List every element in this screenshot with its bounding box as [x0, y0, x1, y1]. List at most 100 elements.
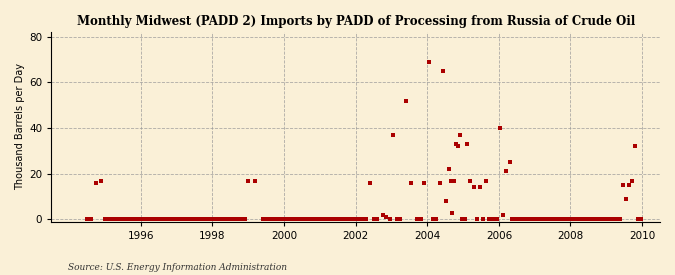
Point — [85, 217, 96, 222]
Point — [540, 217, 551, 222]
Point — [279, 217, 290, 222]
Point — [529, 217, 539, 222]
Point — [392, 217, 402, 222]
Point — [196, 217, 207, 222]
Point — [626, 178, 637, 183]
Point — [600, 217, 611, 222]
Point — [178, 217, 189, 222]
Point — [340, 217, 350, 222]
Point — [552, 217, 563, 222]
Point — [573, 217, 584, 222]
Point — [384, 217, 395, 222]
Point — [445, 178, 456, 183]
Point — [406, 181, 416, 185]
Point — [150, 217, 161, 222]
Point — [207, 217, 218, 222]
Point — [347, 217, 358, 222]
Point — [100, 217, 111, 222]
Point — [336, 217, 347, 222]
Point — [450, 142, 461, 146]
Point — [576, 217, 587, 222]
Point — [111, 217, 122, 222]
Point — [250, 178, 261, 183]
Point — [146, 217, 157, 222]
Point — [504, 160, 515, 164]
Point — [268, 217, 279, 222]
Point — [261, 217, 271, 222]
Point — [142, 217, 153, 222]
Point — [489, 217, 500, 222]
Point — [400, 98, 411, 103]
Point — [460, 217, 470, 222]
Point — [307, 217, 318, 222]
Point — [561, 217, 572, 222]
Point — [157, 217, 167, 222]
Point — [368, 217, 379, 222]
Point — [286, 217, 296, 222]
Text: Source: U.S. Energy Information Administration: Source: U.S. Energy Information Administ… — [68, 263, 286, 271]
Point — [443, 167, 454, 171]
Point — [447, 210, 458, 215]
Point — [318, 217, 329, 222]
Point — [546, 217, 557, 222]
Point — [605, 217, 616, 222]
Point — [329, 217, 340, 222]
Point — [491, 217, 502, 222]
Point — [171, 217, 182, 222]
Point — [449, 178, 460, 183]
Point — [495, 126, 506, 130]
Point — [229, 217, 240, 222]
Point — [477, 217, 488, 222]
Point — [139, 217, 150, 222]
Point — [175, 217, 186, 222]
Point — [221, 217, 232, 222]
Point — [537, 217, 548, 222]
Point — [232, 217, 243, 222]
Point — [582, 217, 593, 222]
Point — [128, 217, 139, 222]
Point — [480, 178, 491, 183]
Point — [388, 133, 399, 137]
Point — [455, 133, 466, 137]
Point — [624, 183, 634, 187]
Point — [358, 217, 369, 222]
Point — [618, 183, 628, 187]
Point — [438, 69, 449, 73]
Point — [225, 217, 236, 222]
Point — [132, 217, 142, 222]
Point — [497, 213, 508, 217]
Point — [354, 217, 364, 222]
Point — [121, 217, 132, 222]
Point — [200, 217, 211, 222]
Point — [431, 217, 441, 222]
Point — [424, 59, 435, 64]
Point — [372, 217, 383, 222]
Point — [636, 217, 647, 222]
Point — [164, 217, 175, 222]
Point — [315, 217, 325, 222]
Point — [153, 217, 164, 222]
Point — [486, 217, 497, 222]
Point — [570, 217, 580, 222]
Point — [211, 217, 221, 222]
Point — [282, 217, 293, 222]
Point — [435, 181, 446, 185]
Point — [82, 217, 92, 222]
Point — [612, 217, 622, 222]
Point — [214, 217, 225, 222]
Point — [465, 178, 476, 183]
Point — [453, 144, 464, 148]
Point — [290, 217, 300, 222]
Point — [296, 217, 307, 222]
Point — [462, 142, 472, 146]
Point — [510, 217, 521, 222]
Point — [614, 217, 625, 222]
Point — [243, 178, 254, 183]
Point — [117, 217, 128, 222]
Point — [620, 197, 631, 201]
Point — [257, 217, 268, 222]
Point — [311, 217, 322, 222]
Point — [468, 185, 479, 190]
Point — [558, 217, 569, 222]
Point — [519, 217, 530, 222]
